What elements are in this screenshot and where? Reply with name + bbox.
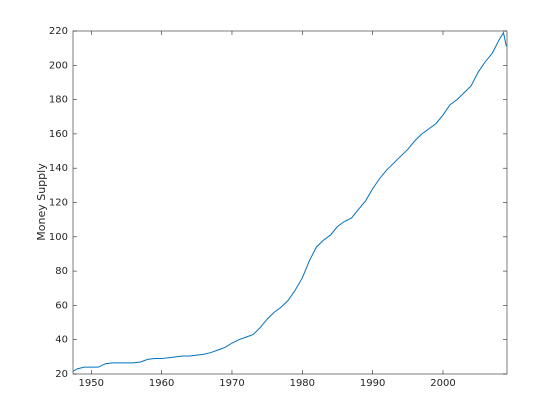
y-tick-label: 180 — [49, 95, 68, 106]
y-tick-label: 220 — [49, 26, 68, 37]
y-tick-label: 140 — [49, 163, 68, 174]
y-tick-label: 120 — [49, 198, 68, 209]
y-tick-label: 80 — [55, 266, 68, 277]
y-tick-label: 20 — [55, 369, 68, 380]
axes-box — [72, 30, 508, 375]
y-tick-label: 160 — [49, 129, 68, 140]
y-axis-label: Money Supply — [35, 163, 48, 241]
x-tick-label: 1970 — [219, 378, 244, 389]
data-line — [72, 31, 507, 372]
x-tick-label: 1980 — [290, 378, 315, 389]
y-tick-label: 100 — [49, 232, 68, 243]
x-tick-label: 1950 — [79, 378, 104, 389]
x-tick-label: 1990 — [360, 378, 385, 389]
x-tick-label: 2000 — [430, 378, 455, 389]
y-tick-label: 200 — [49, 60, 68, 71]
y-tick-label: 40 — [55, 335, 68, 346]
y-tick-label: 60 — [55, 300, 68, 311]
x-tick-label: 1960 — [149, 378, 174, 389]
